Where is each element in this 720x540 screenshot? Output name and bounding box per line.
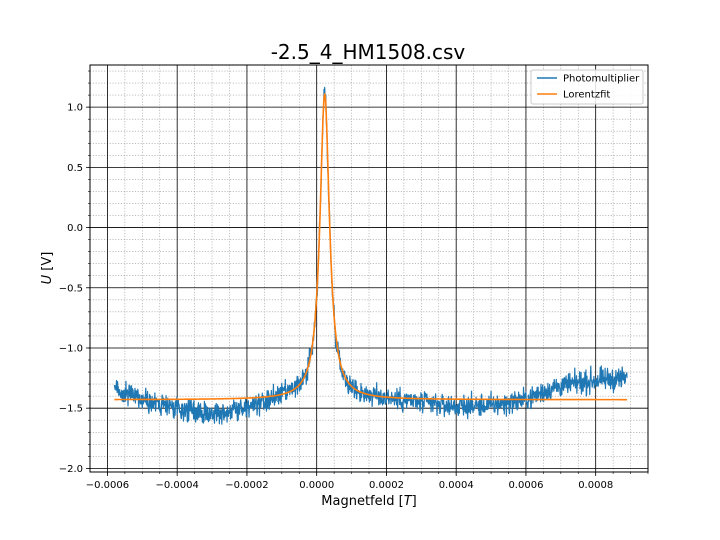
y-tick-label: −0.5 bbox=[59, 283, 83, 294]
x-tick-label: 0.0000 bbox=[299, 480, 334, 491]
x-axis-label: Magnetfeld [T] bbox=[321, 494, 416, 509]
legend-label-lorentzfit: Lorentzfit bbox=[563, 90, 610, 101]
y-tick-label: −1.0 bbox=[59, 343, 83, 354]
y-tick-label: 0.5 bbox=[67, 163, 83, 174]
x-tick-label: 0.0002 bbox=[369, 480, 404, 491]
x-tick-label: 0.0006 bbox=[508, 480, 543, 491]
x-tick-label: 0.0004 bbox=[439, 480, 474, 491]
y-axis: −2.0 −1.5 −1.0 −0.5 0.0 0.5 1.0 bbox=[59, 70, 90, 475]
series-lorentzfit-line bbox=[114, 93, 628, 401]
x-tick-label: −0.0002 bbox=[225, 480, 268, 491]
x-tick-label: 0.0008 bbox=[578, 480, 613, 491]
x-tick-label: −0.0006 bbox=[86, 480, 129, 491]
series-layer bbox=[113, 86, 628, 425]
y-tick-label: −1.5 bbox=[59, 404, 83, 415]
series-photomultiplier-line bbox=[113, 86, 628, 425]
y-axis-label: U [V] bbox=[40, 252, 55, 285]
x-axis: −0.0006 −0.0004 −0.0002 0.0000 0.0002 0.0004 0… bbox=[86, 472, 649, 491]
y-tick-label: −2.0 bbox=[59, 464, 83, 475]
legend: Photomultiplier Lorentzfit bbox=[530, 69, 644, 105]
y-tick-label: 1.0 bbox=[67, 103, 83, 114]
major-grid bbox=[90, 65, 648, 472]
chart-title: -2.5_4_HM1508.csv bbox=[271, 40, 466, 64]
legend-label-photomultiplier: Photomultiplier bbox=[563, 74, 640, 85]
legend-box bbox=[530, 69, 644, 105]
x-tick-label: −0.0004 bbox=[156, 480, 199, 491]
y-tick-label: 0.0 bbox=[67, 223, 83, 234]
